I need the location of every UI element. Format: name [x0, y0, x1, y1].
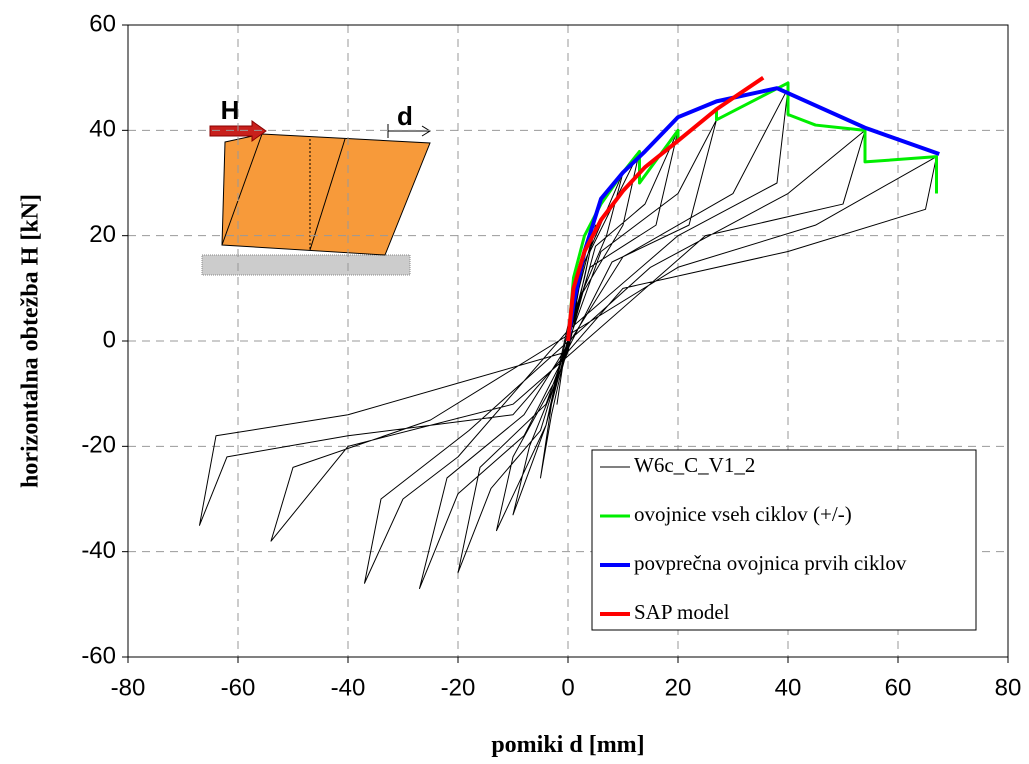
inset-label: H: [221, 95, 240, 125]
x-tick-label: 80: [995, 674, 1022, 701]
wall: [221, 133, 431, 256]
legend-label: povprečna ovojnica prvih ciklov: [634, 551, 907, 575]
disp-arrow: [421, 125, 431, 137]
plot-frame: [127, 24, 1009, 658]
series-line: [566, 76, 765, 342]
legend-box: [591, 449, 977, 631]
series-line: [199, 87, 937, 590]
y-tick-label: -40: [81, 537, 116, 564]
y-tick-label: 0: [103, 326, 116, 353]
y-tick-label: 20: [89, 221, 116, 248]
x-tick-label: -60: [221, 674, 256, 701]
wall-edge: [309, 138, 346, 251]
inset-label: d: [397, 101, 413, 131]
x-tick-label: -20: [441, 674, 476, 701]
x-tick-label: 0: [561, 674, 574, 701]
x-tick-label: 60: [885, 674, 912, 701]
series-line: [566, 86, 940, 342]
x-tick-label: -40: [331, 674, 366, 701]
x-tick-label: -80: [111, 674, 146, 701]
y-axis-label: horizontalna obtežba H [kN]: [18, 194, 44, 488]
x-tick-label: 40: [775, 674, 802, 701]
y-tick-label: -60: [81, 642, 116, 669]
legend-label: W6c_C_V1_2: [634, 453, 755, 477]
x-tick-label: 20: [665, 674, 692, 701]
series-line: [566, 81, 938, 342]
wall-edge: [221, 133, 263, 246]
legend-label: SAP model: [634, 600, 730, 624]
y-tick-label: -20: [81, 432, 116, 459]
ground: [201, 254, 411, 276]
y-tick-label: 60: [89, 10, 116, 37]
y-tick-label: 40: [89, 116, 116, 143]
x-axis-label: pomiki d [mm]: [491, 732, 644, 758]
inset-diagram: H d: [201, 95, 431, 276]
legend-label: ovojnice vseh ciklov (+/-): [634, 502, 852, 526]
